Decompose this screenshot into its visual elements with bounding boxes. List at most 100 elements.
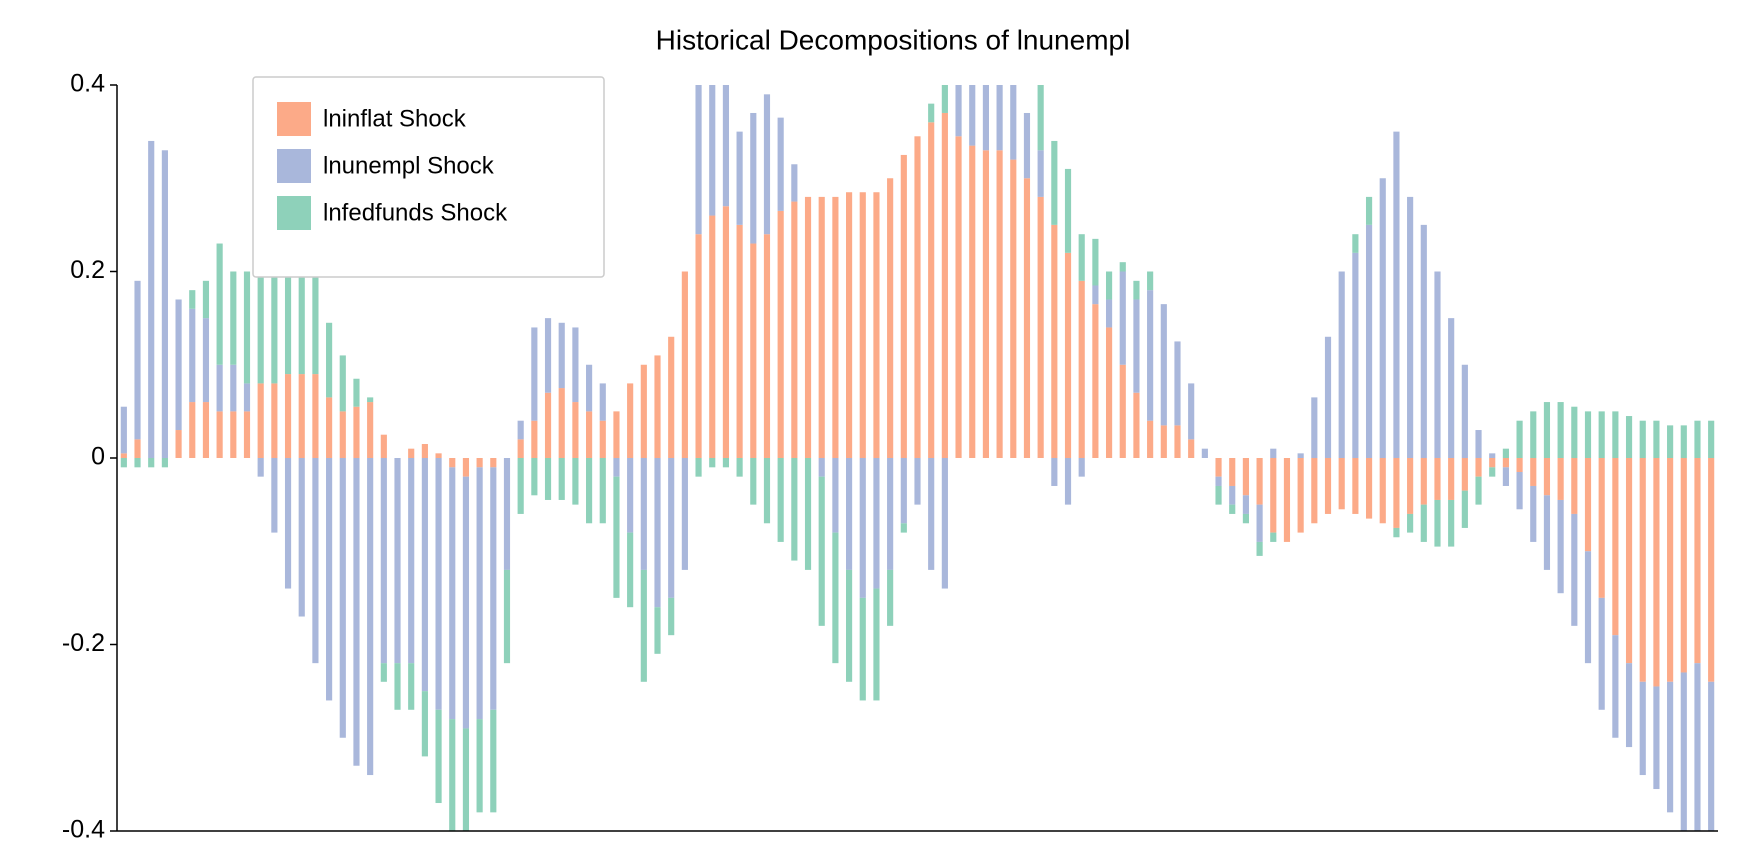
bar-segment: [1584, 551, 1592, 664]
bar-segment: [517, 420, 524, 440]
bar-segment: [1174, 341, 1181, 426]
bar-segment: [791, 458, 798, 561]
bar-segment: [1270, 458, 1277, 533]
bar-segment: [1489, 467, 1496, 477]
bar-segment: [1297, 458, 1304, 533]
bar-segment: [996, 150, 1003, 458]
bar-segment: [408, 458, 415, 664]
bar-segment: [1598, 411, 1605, 458]
bar-segment: [1653, 420, 1660, 458]
bar-segment: [709, 215, 716, 458]
bar-segment: [928, 122, 935, 459]
bar-segment: [394, 458, 401, 664]
y-tick-label: -0.4: [62, 816, 105, 844]
bar-segment: [1037, 85, 1044, 151]
bar-segment: [818, 476, 825, 626]
bar-segment: [996, 85, 1003, 151]
bar-segment: [1092, 285, 1099, 305]
bar-segment: [1530, 458, 1537, 486]
legend-label: lnfedfunds Shock: [323, 199, 508, 226]
bar-segment: [1064, 458, 1072, 505]
bar-segment: [1516, 458, 1523, 472]
bar-segment: [804, 458, 812, 570]
bar-segment: [887, 569, 894, 626]
bar-segment: [230, 364, 237, 412]
bar-segment: [1215, 485, 1222, 505]
bar-segment: [1324, 336, 1332, 458]
bar-segment: [1023, 112, 1031, 179]
y-tick-label: 0: [91, 443, 105, 471]
bar-segment: [120, 453, 127, 458]
bar-segment: [1365, 196, 1373, 225]
bar-segment: [1256, 504, 1263, 542]
bar-segment: [476, 719, 483, 813]
bar-segment: [1064, 252, 1072, 458]
bar-segment: [709, 458, 716, 468]
bar-segment: [1283, 458, 1291, 542]
legend-box: [252, 76, 605, 278]
bar-segment: [1352, 252, 1359, 458]
bar-segment: [216, 243, 223, 365]
bar-segment: [914, 136, 921, 458]
bar-segment: [271, 383, 278, 458]
bar-segment: [599, 458, 606, 524]
bar-segment: [969, 145, 976, 459]
bar-segment: [230, 271, 237, 365]
bar-segment: [394, 663, 401, 710]
bar-segment: [408, 663, 415, 710]
bar-segment: [435, 453, 442, 458]
bar-segment: [613, 458, 620, 477]
bar-segment: [189, 402, 196, 458]
bar-segment: [1379, 178, 1386, 458]
bar-segment: [1448, 499, 1455, 547]
bar-segment: [572, 402, 579, 458]
bar-segment: [640, 569, 647, 682]
bar-segment: [599, 383, 606, 421]
bar-segment: [1119, 262, 1126, 272]
bar-segment: [887, 178, 894, 458]
legend-label: lnunempl Shock: [323, 152, 495, 179]
bar-segment: [1338, 458, 1345, 510]
bar-segment: [859, 458, 866, 598]
bar-segment: [586, 458, 593, 524]
bar-segment: [777, 458, 784, 542]
bar-segment: [298, 262, 305, 375]
bar-segment: [1653, 458, 1660, 687]
bar-segment: [1708, 458, 1715, 682]
bar-segment: [736, 224, 743, 458]
bar-segment: [668, 597, 675, 636]
bar-segment: [1201, 448, 1208, 458]
bar-segment: [859, 192, 866, 459]
bar-segment: [613, 411, 620, 458]
bar-segment: [1475, 430, 1482, 458]
bar-segment: [1311, 397, 1318, 458]
bar-segment: [326, 397, 333, 458]
bar-segment: [804, 196, 812, 458]
bar-segment: [1256, 541, 1263, 556]
bar-segment: [722, 458, 730, 468]
bar-segment: [202, 402, 210, 458]
bar-segment: [1105, 327, 1113, 458]
bar-segment: [1461, 458, 1468, 491]
bar-segment: [1448, 458, 1455, 500]
bar-segment: [312, 458, 319, 664]
bar-segment: [1407, 196, 1414, 458]
bar-segment: [1023, 178, 1031, 458]
bar-segment: [586, 364, 593, 412]
bar-segment: [216, 411, 223, 458]
bar-segment: [763, 458, 771, 524]
bar-segment: [1625, 416, 1633, 458]
bar-segment: [1010, 159, 1017, 458]
bar-segment: [326, 322, 333, 398]
bar-segment: [1256, 458, 1263, 505]
bar-segment: [1051, 140, 1058, 225]
bar-segment: [1242, 495, 1249, 514]
bar-segment: [1270, 532, 1277, 542]
bar-segment: [900, 154, 907, 458]
bar-segment: [421, 458, 428, 692]
bar-segment: [1694, 663, 1701, 831]
bar-segment: [1379, 458, 1386, 524]
bar-segment: [148, 458, 155, 468]
bar-segment: [941, 85, 948, 113]
bar-segment: [1105, 299, 1113, 328]
